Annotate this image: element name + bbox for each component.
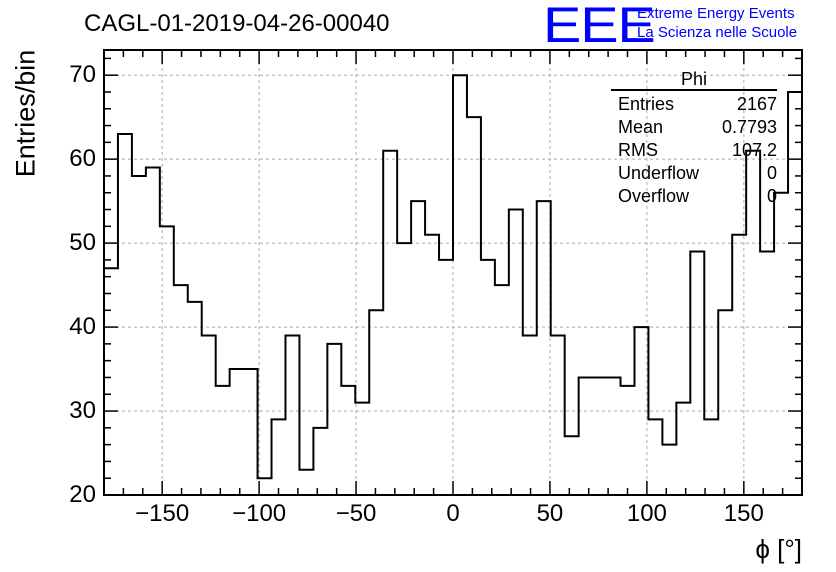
x-tick-label: 150 xyxy=(723,500,764,527)
histogram-bin xyxy=(132,176,146,495)
histogram-bin xyxy=(355,403,369,495)
histogram-bin xyxy=(621,386,635,495)
plot-frame xyxy=(103,49,803,496)
y-tick-label: 70 xyxy=(69,61,96,89)
x-tick-label: 100 xyxy=(626,500,667,527)
logo-subtitle-2: La Scienza nelle Scuole xyxy=(637,24,798,41)
histogram-bin xyxy=(397,243,411,495)
y-tick-label: 60 xyxy=(69,145,96,173)
histogram-bin xyxy=(425,235,439,495)
stats-label: Underflow xyxy=(618,163,700,183)
histogram-bin xyxy=(383,151,397,495)
stats-label: Entries xyxy=(618,94,675,114)
histogram-bin xyxy=(341,386,355,495)
x-tick-label: −100 xyxy=(232,500,287,527)
stats-value: 0 xyxy=(766,186,777,206)
histogram-bin xyxy=(607,377,621,495)
histogram-bin xyxy=(244,369,258,495)
stats-value: 2167 xyxy=(736,94,777,114)
histogram-bin xyxy=(662,445,676,495)
histogram-bin xyxy=(313,428,327,495)
histogram-bin xyxy=(760,252,774,495)
histogram-bin xyxy=(732,235,746,495)
histogram-bin xyxy=(523,335,537,495)
y-tick-label: 20 xyxy=(69,481,96,508)
histogram-bin xyxy=(327,344,341,495)
stats-row-entries: Entries 2167 xyxy=(611,93,777,116)
histogram-bin xyxy=(230,369,244,495)
stats-label: RMS xyxy=(618,140,658,160)
histogram-bin xyxy=(216,386,230,495)
stats-row-rms: RMS 107.2 xyxy=(611,139,777,162)
histogram-bin xyxy=(285,335,299,495)
histogram-bin xyxy=(481,260,495,495)
run-title: CAGL-01-2019-04-26-00040 xyxy=(84,10,390,37)
histogram-bin xyxy=(565,436,579,495)
stats-value: 107.2 xyxy=(731,140,777,160)
x-tick-label: −150 xyxy=(135,500,190,527)
y-tick-label: 40 xyxy=(69,313,96,341)
stats-label: Mean xyxy=(618,117,664,137)
stats-row-overflow: Overflow 0 xyxy=(611,185,777,208)
stats-box: Phi Entries 2167 Mean 0.7793 RMS 107.2 Unde… xyxy=(611,69,777,208)
eee-logo: EEE xyxy=(543,0,656,53)
y-axis-label: Entries/bin xyxy=(10,49,41,178)
histogram-bin xyxy=(174,285,188,495)
stats-title: Phi xyxy=(611,69,777,91)
histogram-bin xyxy=(774,193,788,495)
histogram-outline xyxy=(104,74,802,480)
histogram-bin xyxy=(467,117,481,495)
histogram-bin xyxy=(634,327,648,495)
histogram-bin xyxy=(202,335,216,495)
histogram-bin xyxy=(537,201,551,495)
stats-value: 0.7793 xyxy=(721,117,777,137)
histogram-bin xyxy=(369,310,383,495)
histogram-bin xyxy=(551,335,565,495)
stats-label: Overflow xyxy=(618,186,690,206)
axis-ticks xyxy=(104,50,802,496)
stats-row-mean: Mean 0.7793 xyxy=(611,116,777,139)
logo-subtitle-1: Extreme Energy Events xyxy=(637,5,795,22)
histogram-bin xyxy=(676,403,690,495)
histogram-bin xyxy=(118,134,132,495)
histogram-bin xyxy=(718,310,732,495)
histogram-bin xyxy=(648,419,662,495)
histogram-bin xyxy=(579,377,593,495)
histogram-bin xyxy=(690,252,704,495)
histogram-bin xyxy=(188,302,202,495)
histogram-bin xyxy=(509,210,523,495)
histogram-bin xyxy=(453,75,467,495)
y-tick-label: 50 xyxy=(69,229,96,257)
histogram-bin xyxy=(160,226,174,495)
histogram-bin xyxy=(411,201,425,495)
x-axis-label: ϕ [°] xyxy=(755,534,802,564)
histogram-bin xyxy=(439,260,453,495)
y-tick-label: 30 xyxy=(69,397,96,425)
histogram-bin xyxy=(272,419,286,495)
stats-row-underflow: Underflow 0 xyxy=(611,162,777,185)
histogram-bin xyxy=(593,377,607,495)
histogram-bin xyxy=(146,168,160,495)
x-tick-label: 0 xyxy=(446,500,460,527)
stats-value: 0 xyxy=(766,163,777,183)
histogram-bin xyxy=(704,419,718,495)
histogram-bin xyxy=(495,285,509,495)
histogram-bin xyxy=(299,470,313,495)
x-tick-label: −50 xyxy=(335,500,377,527)
x-tick-label: 50 xyxy=(536,500,564,527)
